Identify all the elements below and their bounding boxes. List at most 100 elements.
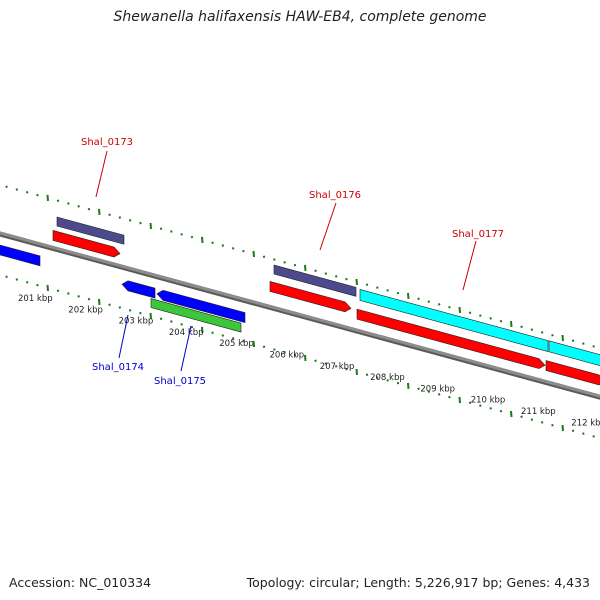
feature-block [359, 289, 549, 352]
gene-leader-line [95, 150, 108, 198]
gene-label: Shal_0177 [452, 229, 504, 240]
outer-tick [149, 222, 152, 230]
outer-tick [118, 216, 122, 219]
gene-leader-line [180, 325, 192, 372]
outer-tick [345, 277, 348, 281]
outer-tick [190, 235, 194, 239]
feature-block [273, 264, 357, 297]
inner-tick [396, 381, 400, 385]
inner-tick [551, 423, 554, 427]
outer-tick [36, 193, 39, 197]
gene-leader-line [462, 240, 477, 291]
feature-track [56, 216, 600, 367]
outer-tick [56, 199, 60, 202]
outer-tick [77, 205, 80, 208]
inner-tick [128, 309, 132, 312]
gene-arrow [156, 290, 246, 324]
outer-tick [499, 319, 503, 323]
inner-tick [262, 345, 266, 348]
gene-arrow [0, 244, 41, 267]
feature-block [548, 340, 600, 367]
inner-tick [36, 283, 39, 287]
outer-tick [242, 249, 245, 253]
axis-tick-label: 205 kbp [219, 339, 254, 349]
outer-tick [25, 191, 29, 194]
outer-tick [283, 261, 286, 264]
outer-tick [489, 317, 492, 320]
axis-tick-label: 203 kbp [119, 317, 154, 327]
outer-tick [231, 247, 235, 250]
inner-tick [283, 351, 286, 354]
inner-tick [67, 292, 70, 295]
inner-tick [355, 368, 358, 376]
inner-tick [15, 278, 19, 281]
axis-tick-label: 212 kbp [571, 418, 600, 428]
outer-tick [561, 334, 564, 342]
inner-tick [139, 311, 142, 315]
outer-tick [396, 291, 400, 295]
outer-tick [592, 345, 595, 348]
inner-tick [77, 295, 80, 298]
inner-tick [170, 320, 173, 323]
axis-tick-label: 210 kbp [471, 396, 506, 406]
inner-tick [159, 317, 163, 320]
inner-tick [376, 376, 379, 379]
outer-tick [252, 250, 255, 258]
inner-tick [190, 325, 194, 329]
inner-tick [252, 340, 255, 348]
axis-tick-label: 207 kbp [320, 362, 355, 372]
outer-tick [128, 219, 132, 222]
kbp-axis: 201 kbp 202 kbp 203 kbp 204 kbp 205 kbp 206 k… [18, 294, 600, 428]
gene-arrow [121, 280, 156, 299]
outer-tick [87, 207, 91, 211]
inner-tick [5, 275, 8, 278]
outer-tick [437, 303, 441, 306]
inner-tick [118, 306, 122, 309]
inner-tick [365, 373, 369, 377]
gene-label: Shal_0175 [154, 376, 206, 387]
inner-tick [448, 395, 451, 399]
gene-label-layer: Shal_0173 Shal_0174 Shal_0175 Shal_0176 Shal… [81, 137, 504, 387]
outer-tick [458, 306, 461, 314]
backbone-stroke [0, 231, 600, 398]
map-title: Shewanella halifaxensis HAW-EB4, complet… [113, 9, 487, 25]
inner-tick [417, 387, 420, 391]
outer-tick [221, 244, 225, 247]
inner-tick [437, 393, 441, 396]
inner-tick [499, 409, 503, 413]
inner-tick [334, 365, 338, 368]
outer-tick [386, 289, 389, 292]
inner-tick [273, 348, 276, 351]
axis-tick-label: 209 kbp [420, 384, 455, 394]
inner-tick [324, 362, 328, 365]
inner-tick [592, 435, 595, 438]
outer-tick [46, 194, 49, 202]
gene-label: Shal_0176 [309, 190, 361, 201]
axis-tick-label: 202 kbp [68, 305, 103, 315]
inner-tick [571, 429, 575, 433]
outer-tick [334, 275, 338, 278]
inner-tick [46, 284, 49, 292]
outer-tick [417, 297, 420, 301]
outer-tick [407, 292, 410, 300]
inner-tick [180, 323, 183, 326]
outer-tick [139, 221, 142, 225]
axis-tick-label: 208 kbp [370, 373, 405, 383]
inner-tick [582, 432, 585, 435]
outer-tick-ring [5, 185, 595, 348]
gene-arrow [52, 230, 121, 258]
axis-tick-label: 204 kbp [169, 328, 204, 338]
outer-tick [201, 236, 204, 244]
inner-tick [510, 410, 513, 418]
inner-tick [314, 359, 317, 363]
gene-track [0, 230, 600, 386]
inner-tick [540, 421, 544, 424]
inner-tick [458, 396, 461, 404]
inner-tick [242, 339, 245, 343]
outer-tick [67, 202, 70, 205]
inner-tick [561, 424, 564, 432]
outer-tick [211, 241, 214, 244]
genome-summary-text: Topology: circular; Length: 5,226,917 bp… [246, 575, 590, 590]
outer-tick [479, 314, 482, 317]
inner-tick [468, 401, 472, 405]
